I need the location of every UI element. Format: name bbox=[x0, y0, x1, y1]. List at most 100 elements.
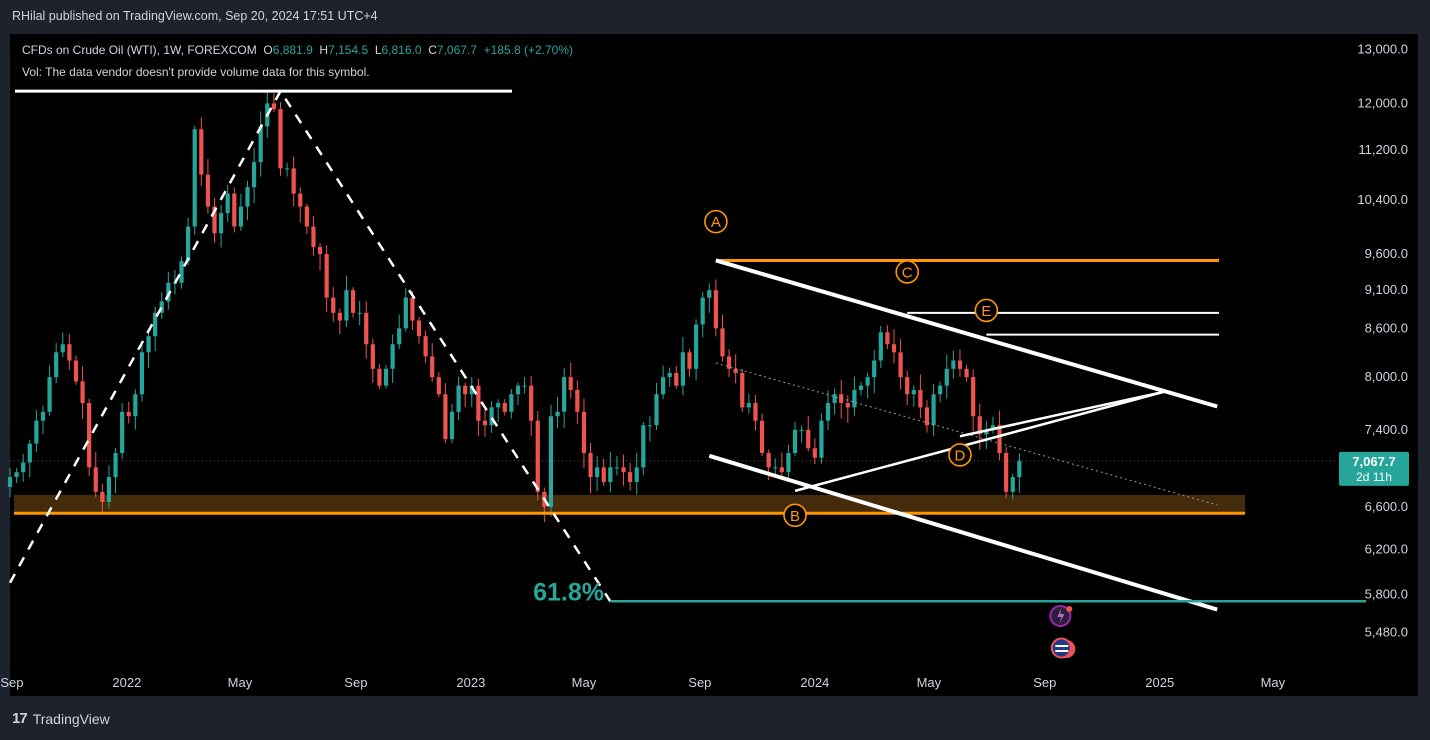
candle-body bbox=[1017, 460, 1022, 478]
y-tick-label: 11,200.0 bbox=[1358, 142, 1408, 157]
candle-body bbox=[463, 385, 468, 395]
candle-body bbox=[159, 301, 164, 313]
volume-note: Vol: The data vendor doesn't provide vol… bbox=[22, 65, 370, 79]
channel-lower-line bbox=[708, 453, 1218, 612]
candle-body bbox=[436, 377, 441, 395]
candle-body bbox=[529, 385, 534, 421]
x-tick-label: Sep bbox=[344, 675, 367, 690]
wave-point-d-circle bbox=[948, 443, 972, 467]
candle-body bbox=[918, 389, 923, 408]
candle-body bbox=[575, 389, 580, 412]
candle-body bbox=[370, 344, 375, 369]
candle-body bbox=[133, 394, 138, 417]
x-tick-label: 2025 bbox=[1145, 675, 1174, 690]
candle-body bbox=[284, 168, 290, 170]
candle-body bbox=[21, 462, 26, 473]
candle-body bbox=[47, 377, 52, 412]
y-tick-label: 8,000.0 bbox=[1365, 369, 1408, 384]
candle-body bbox=[304, 206, 309, 227]
candle-body bbox=[113, 453, 118, 478]
close-value: 7,067.7 bbox=[436, 43, 477, 57]
candle-body bbox=[845, 402, 850, 408]
us-flag-stripe bbox=[1055, 645, 1069, 647]
candle-body bbox=[654, 394, 659, 426]
candle-body bbox=[60, 344, 65, 353]
candle-body bbox=[403, 297, 408, 329]
candle-body bbox=[872, 360, 877, 378]
candle-body bbox=[443, 394, 448, 439]
candle-body bbox=[291, 168, 296, 194]
chart-frame[interactable] bbox=[10, 34, 1418, 696]
candle-body bbox=[588, 453, 593, 478]
candle-body bbox=[759, 420, 765, 454]
wave-point-b-label: B bbox=[790, 508, 800, 525]
candle-body bbox=[120, 411, 125, 454]
candle-body bbox=[634, 467, 639, 482]
candle-body bbox=[819, 420, 824, 458]
event-alert-dot bbox=[1066, 606, 1073, 612]
open-value: 6,881.9 bbox=[272, 43, 313, 57]
candle-body bbox=[858, 385, 864, 390]
candle-body bbox=[568, 377, 573, 390]
candle-body bbox=[792, 429, 798, 454]
candle-body bbox=[957, 360, 963, 369]
candle-body bbox=[608, 467, 613, 482]
y-tick-label: 9,600.0 bbox=[1365, 246, 1408, 261]
tradingview-brand[interactable]: 17 TradingView bbox=[12, 710, 110, 727]
candle-body bbox=[964, 368, 969, 378]
candle-body bbox=[515, 385, 521, 395]
candle-body bbox=[661, 377, 666, 395]
candle-body bbox=[773, 467, 778, 469]
candle-body bbox=[693, 324, 699, 369]
candle-body bbox=[357, 312, 362, 314]
candle-body bbox=[324, 254, 329, 298]
candle-body bbox=[153, 312, 158, 337]
candle-body bbox=[54, 352, 59, 378]
bottom-bar bbox=[0, 700, 1430, 740]
candle-body bbox=[713, 290, 718, 329]
low-value: 6,816.0 bbox=[381, 43, 422, 57]
candle-body bbox=[489, 407, 494, 426]
candles-layer bbox=[7, 90, 1022, 523]
triangle-upper-line bbox=[959, 390, 1165, 438]
candle-body bbox=[832, 394, 837, 403]
x-tick-label: May bbox=[1261, 675, 1286, 690]
candle-body bbox=[350, 290, 356, 313]
candle-body bbox=[469, 385, 474, 395]
candle-body bbox=[192, 129, 197, 227]
candle-body bbox=[799, 429, 804, 431]
candle-body bbox=[885, 332, 890, 345]
candle-body bbox=[232, 193, 237, 227]
candle-body bbox=[555, 411, 560, 417]
candle-body bbox=[898, 352, 903, 378]
candle-body bbox=[172, 282, 178, 284]
us-flag-icon bbox=[1050, 637, 1072, 659]
candle-body bbox=[971, 377, 976, 417]
wave-point-c-label: C bbox=[902, 264, 913, 281]
candle-body bbox=[93, 467, 98, 492]
candle-body bbox=[278, 109, 283, 169]
candle-body bbox=[1004, 453, 1009, 492]
candle-body bbox=[251, 162, 257, 188]
change-value: +185.8 (+2.70%) bbox=[483, 43, 574, 57]
candle-body bbox=[990, 425, 996, 430]
candle-body bbox=[700, 297, 705, 325]
high-label: H bbox=[319, 43, 329, 57]
candle-body bbox=[1010, 477, 1015, 492]
candle-body bbox=[364, 312, 369, 345]
x-tick-label: Sep bbox=[688, 675, 711, 690]
x-tick-label: Sep bbox=[0, 675, 23, 690]
candle-body bbox=[825, 402, 831, 421]
candle-body bbox=[482, 420, 488, 426]
candle-body bbox=[581, 411, 587, 454]
candle-body bbox=[34, 420, 39, 444]
wave-point-a-circle bbox=[704, 209, 728, 234]
tradingview-logo-icon: 17 bbox=[12, 710, 28, 727]
candle-body bbox=[924, 407, 930, 426]
candle-body bbox=[753, 402, 758, 421]
candle-body bbox=[205, 174, 211, 207]
candle-body bbox=[27, 443, 32, 463]
candle-body bbox=[377, 368, 382, 386]
candle-body bbox=[601, 467, 606, 482]
